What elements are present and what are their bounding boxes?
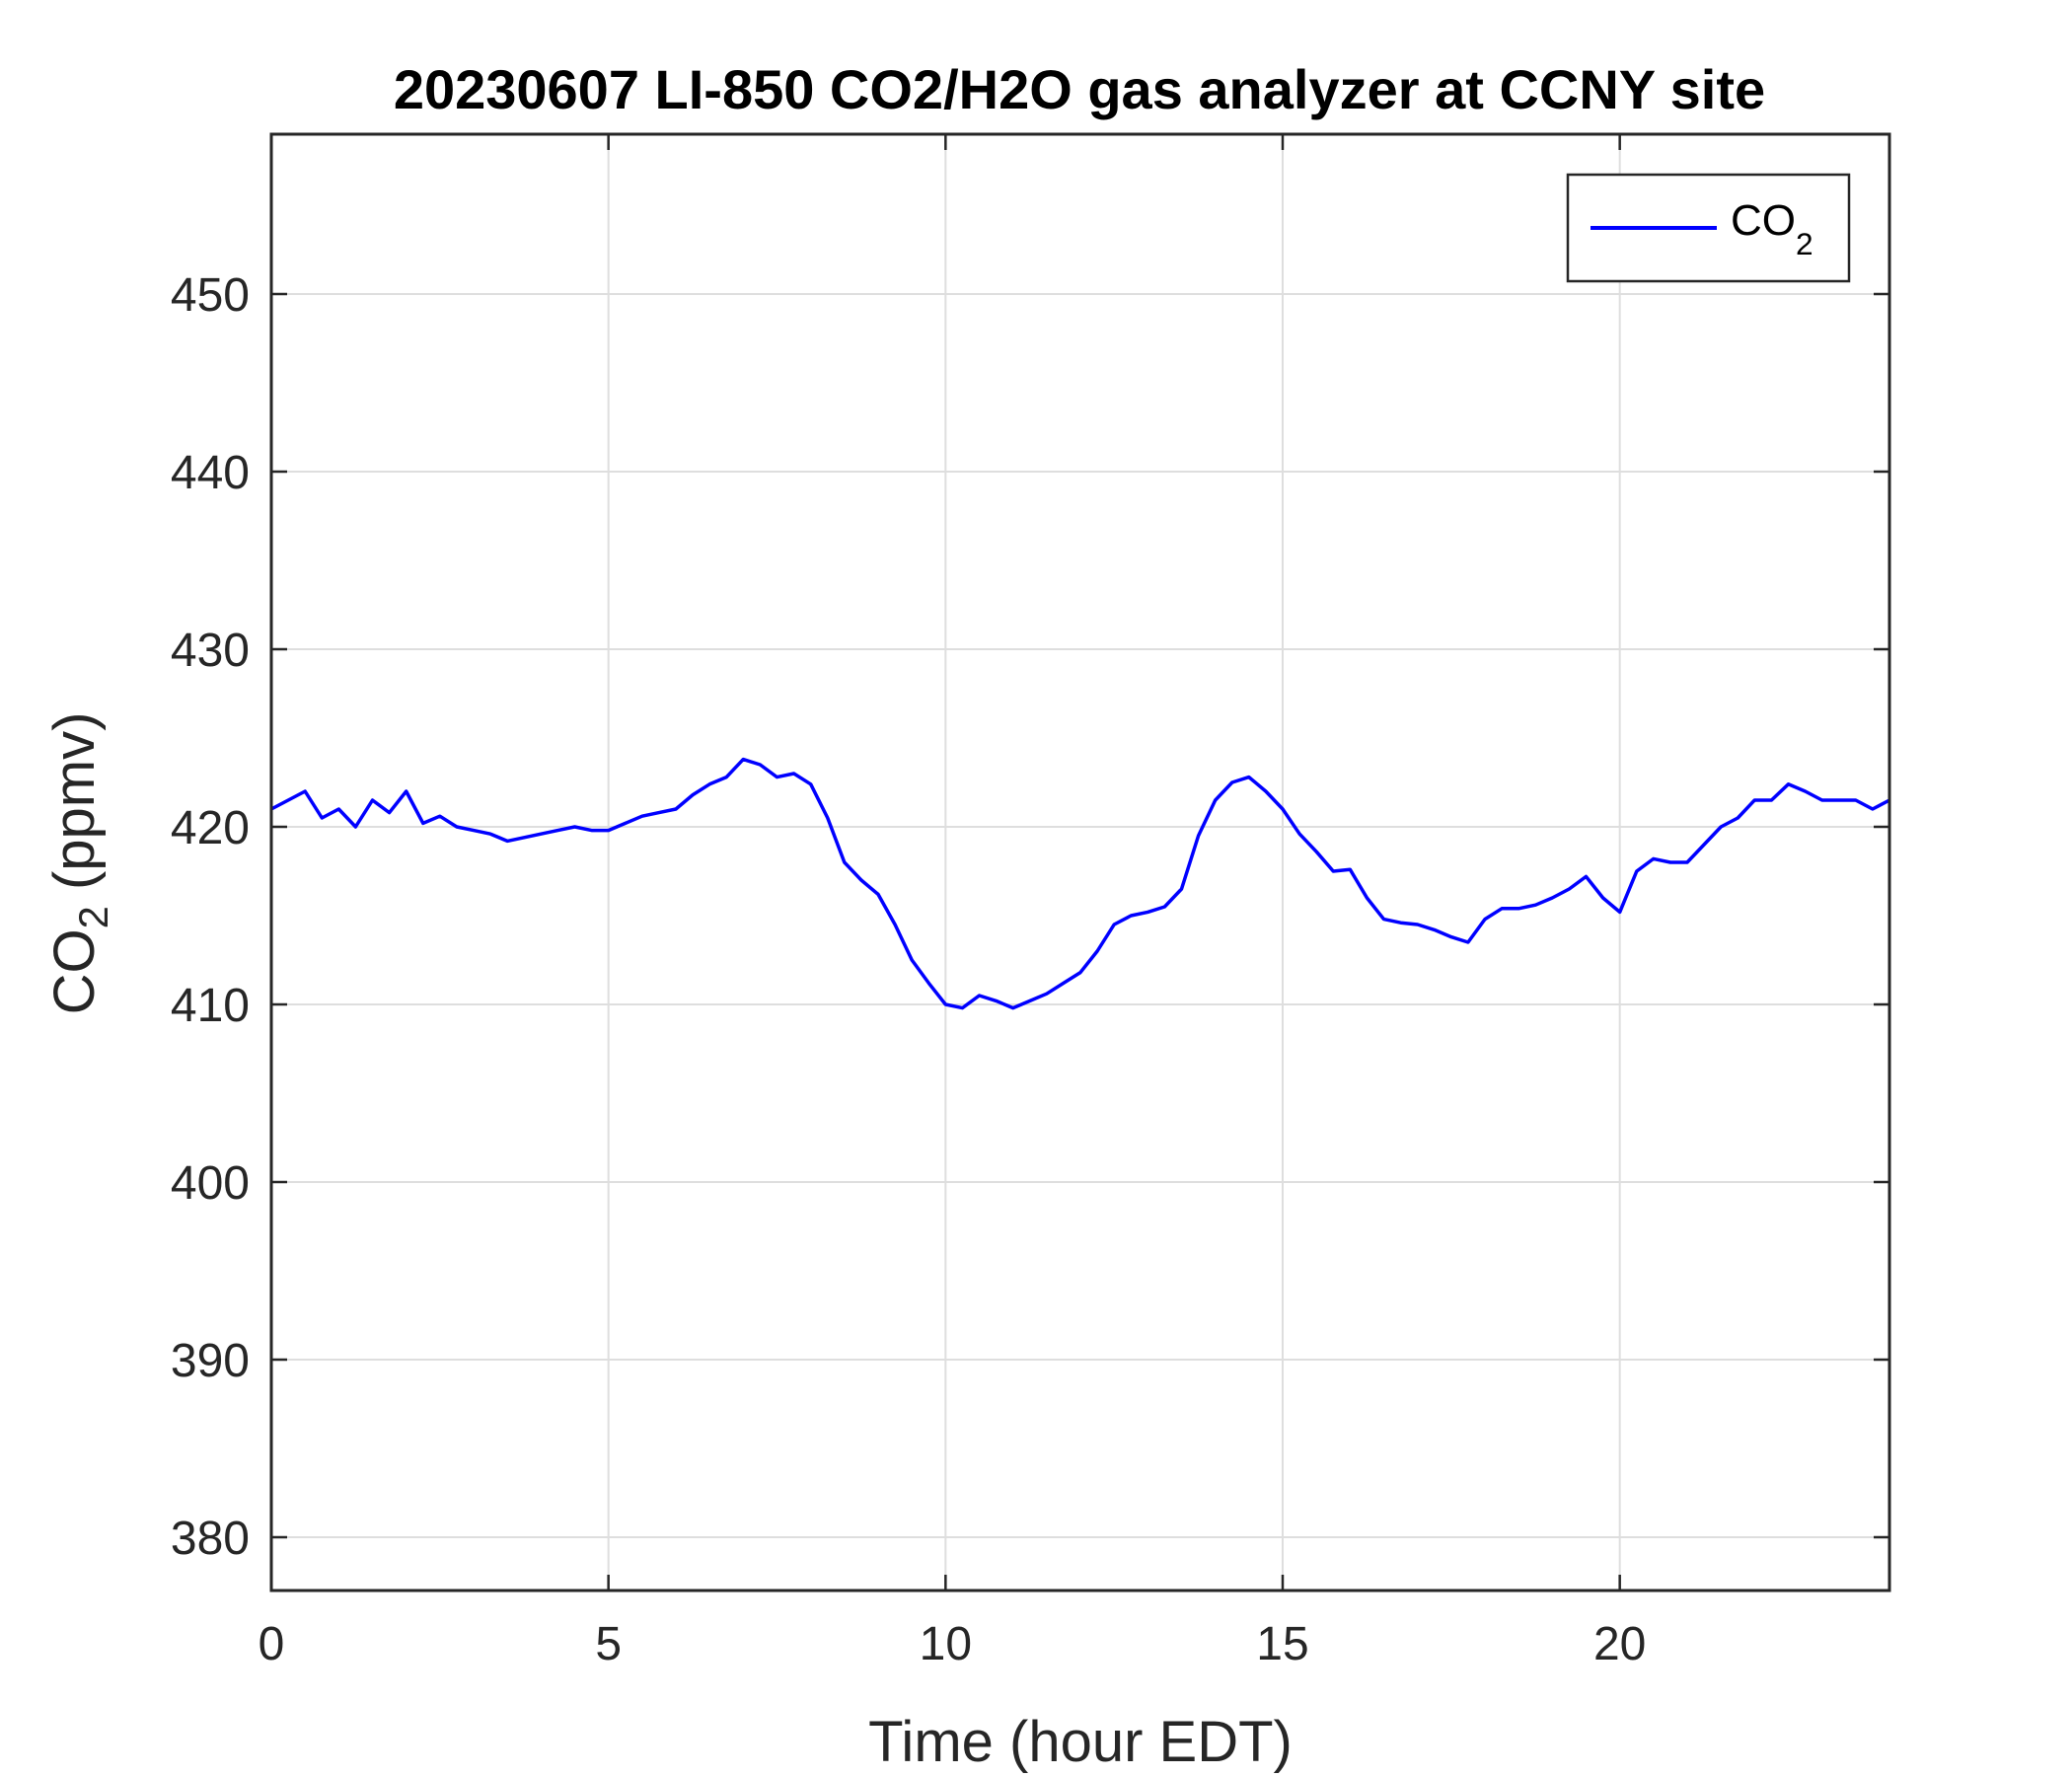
x-tick-label: 20 bbox=[1593, 1618, 1646, 1670]
legend: CO2 bbox=[1566, 173, 1851, 283]
y-axis-label-unit: (ppmv) bbox=[42, 712, 107, 907]
y-tick-label: 400 bbox=[171, 1157, 250, 1210]
tick-marks bbox=[269, 134, 1889, 1591]
y-tick-label: 420 bbox=[171, 802, 250, 854]
y-axis-label: CO2 (ppmv) bbox=[42, 712, 116, 1015]
legend-label-subscript: 2 bbox=[1796, 226, 1813, 261]
y-tick-label: 440 bbox=[171, 447, 250, 499]
x-tick-label: 0 bbox=[259, 1618, 285, 1670]
x-tick-label: 5 bbox=[595, 1618, 622, 1670]
legend-label: CO2 bbox=[1731, 196, 1813, 261]
y-tick-labels: 380 390 400 410 420 430 440 450 bbox=[171, 269, 250, 1565]
x-tick-label: 10 bbox=[920, 1618, 972, 1670]
x-axis-label: Time (hour EDT) bbox=[868, 1710, 1293, 1774]
series-layer bbox=[270, 757, 1890, 1010]
y-tick-label: 390 bbox=[171, 1335, 250, 1387]
grid-lines bbox=[270, 134, 1889, 1591]
y-tick-label: 450 bbox=[171, 269, 250, 322]
x-tick-label: 15 bbox=[1256, 1618, 1308, 1670]
co2-series-line bbox=[270, 757, 1890, 1010]
y-tick-label: 410 bbox=[171, 980, 250, 1032]
y-tick-label: 380 bbox=[171, 1513, 250, 1565]
x-tick-labels: 0 5 10 15 20 bbox=[259, 1618, 1647, 1670]
y-axis-label-main: CO bbox=[42, 928, 107, 1014]
y-axis-label-subscript: 2 bbox=[70, 906, 116, 928]
chart-title: 20230607 LI-850 CO2/H2O gas analyzer at … bbox=[394, 58, 1765, 120]
y-tick-label: 430 bbox=[171, 625, 250, 677]
legend-label-main: CO bbox=[1731, 196, 1796, 245]
plot-frame bbox=[269, 132, 1891, 1592]
